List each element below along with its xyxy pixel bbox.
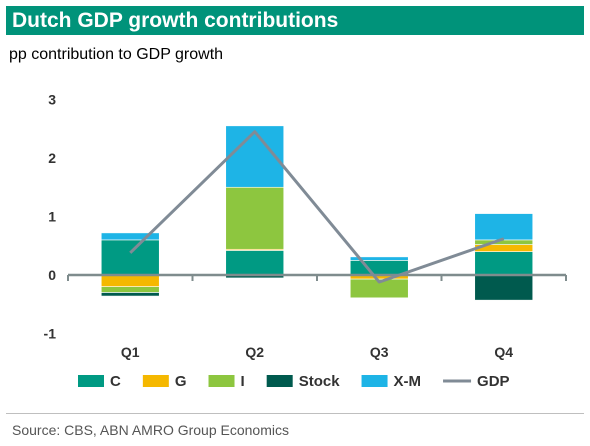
bar-c-q2 (225, 250, 285, 276)
title-bar: Dutch GDP growth contributions (6, 6, 584, 35)
y-tick-label: 3 (48, 92, 56, 108)
chart-title: Dutch GDP growth contributions (12, 9, 339, 32)
bar-stock-q1 (100, 292, 160, 297)
legend-swatch-xm (361, 375, 388, 387)
bar-xm-q3 (349, 256, 409, 261)
y-tick-label: 1 (48, 209, 56, 225)
bar-c-q1 (100, 239, 160, 276)
x-tick-label-q1: Q1 (121, 344, 140, 360)
x-tick-label-q2: Q2 (245, 344, 264, 360)
legend-swatch-c (78, 375, 104, 387)
x-tick-label-q4: Q4 (494, 344, 513, 360)
bar-stock-q3 (349, 297, 409, 299)
bar-xm-q1 (100, 232, 160, 241)
legend-label-c: C (110, 373, 121, 390)
chart-area: -1 0 1 2 3 Q1 Q2 Q3 Q4 C G I Stock X-M GDP (44, 92, 567, 390)
legend-label-g: G (175, 373, 187, 390)
legend-swatch-stock (266, 375, 293, 387)
bar-c-q3 (349, 260, 409, 276)
legend-label-i: I (241, 373, 245, 390)
y-tick-label: -1 (44, 326, 57, 342)
y-tick-label: 2 (48, 150, 56, 166)
bar-i-q4 (474, 239, 534, 245)
chart-subtitle: pp contribution to GDP growth (9, 46, 224, 63)
legend-label-stock: Stock (299, 373, 341, 390)
gdp-line (129, 130, 505, 284)
bar-xm-q4 (474, 213, 534, 241)
bar-stock-q4 (474, 274, 534, 301)
bar-c-q4 (474, 251, 534, 276)
legend-swatch-i (208, 375, 235, 387)
legend-label-gdp: GDP (477, 373, 510, 390)
source-note: Source: CBS, ABN AMRO Group Economics (12, 422, 289, 438)
bar-i-q2 (225, 186, 285, 250)
y-tick-label: 0 (48, 267, 56, 283)
bar-i-q1 (100, 286, 160, 293)
legend-swatch-g (142, 375, 169, 387)
legend-label-xm: X-M (394, 373, 422, 390)
bar-g-q1 (100, 274, 160, 287)
source-divider (6, 413, 584, 414)
x-tick-label-q3: Q3 (370, 344, 389, 360)
